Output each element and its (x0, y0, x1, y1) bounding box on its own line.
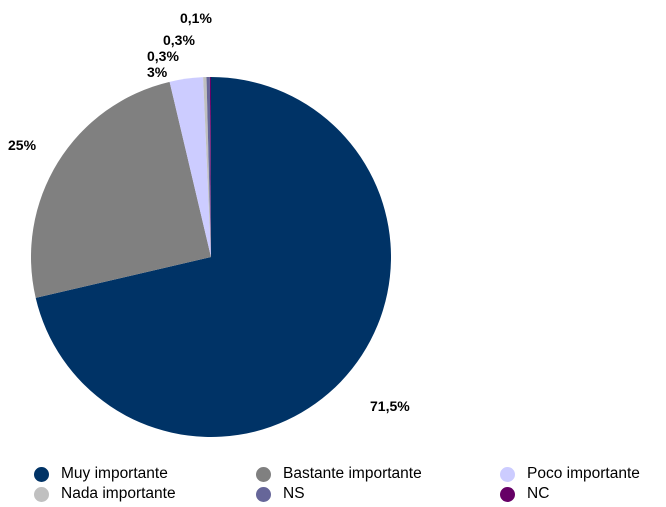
pie-slices (30, 76, 391, 437)
legend-label-bastante-importante: Bastante importante (283, 465, 422, 482)
legend-swatch-muy-importante (34, 466, 49, 482)
data-label-poco-importante: 3% (147, 64, 168, 80)
legend-swatch-ns (256, 486, 271, 502)
legend-swatch-poco-importante (500, 466, 515, 482)
legend-item-poco-importante: Poco importante (500, 464, 640, 484)
data-label-muy-importante: 71,5% (370, 398, 410, 414)
legend-swatch-bastante-importante (256, 466, 271, 482)
legend-item-nc: NC (500, 484, 549, 504)
legend-item-ns: NS (256, 484, 305, 504)
legend-swatch-nc (500, 486, 515, 502)
legend: Muy importante Bastante importante Poco … (30, 464, 666, 504)
pie-slice-nada-importante (203, 77, 211, 257)
pie-slice-poco-importante (169, 77, 211, 257)
legend-label-muy-importante: Muy importante (61, 465, 168, 482)
legend-label-nada-importante: Nada importante (61, 485, 176, 502)
data-label-nada-importante: 0,3% (147, 48, 179, 64)
legend-label-nc: NC (527, 485, 550, 502)
legend-swatch-nada-importante (34, 486, 49, 502)
legend-label-poco-importante: Poco importante (527, 465, 640, 482)
pie-slice-ns (206, 77, 211, 257)
pie-slice-muy-importante (35, 77, 391, 437)
data-label-nc: 0,1% (180, 10, 212, 26)
pie-slice-bastante-importante (30, 81, 212, 298)
legend-item-bastante-importante: Bastante importante (256, 464, 422, 484)
legend-item-nada-importante: Nada importante (34, 484, 176, 504)
data-label-ns: 0,3% (163, 32, 195, 48)
legend-label-ns: NS (283, 485, 305, 502)
pie-data-labels: 71,5%25%3%0,3%0,3%0,1% (8, 10, 410, 414)
data-label-bastante-importante: 25% (8, 137, 37, 153)
legend-item-muy-importante: Muy importante (34, 464, 168, 484)
pie-slice-nc (209, 76, 211, 257)
